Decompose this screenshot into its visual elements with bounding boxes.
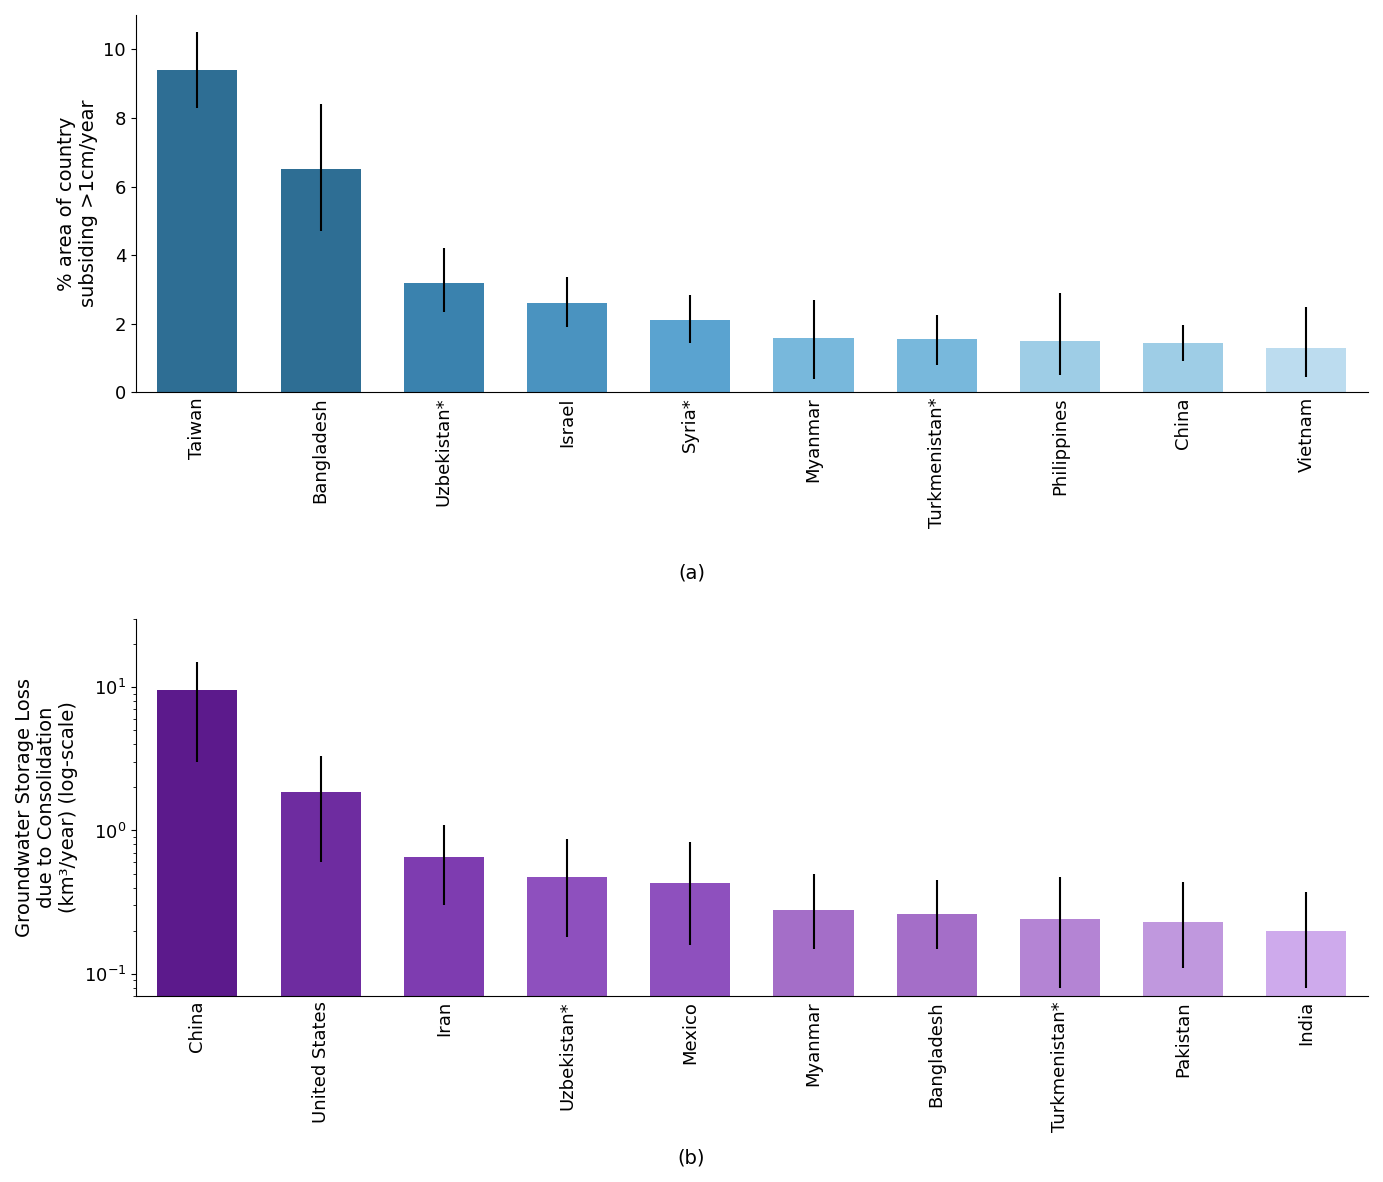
- Text: (a): (a): [678, 564, 705, 583]
- Bar: [1019, 340, 1099, 392]
- Y-axis label: % area of country
subsiding >1cm/year: % area of country subsiding >1cm/year: [57, 99, 98, 307]
- Bar: [1144, 922, 1223, 1182]
- Bar: [404, 857, 484, 1182]
- Bar: [527, 303, 607, 392]
- Bar: [1267, 930, 1347, 1182]
- Bar: [158, 70, 238, 392]
- Bar: [896, 339, 976, 392]
- Bar: [158, 690, 238, 1182]
- Bar: [896, 915, 976, 1182]
- Bar: [404, 282, 484, 392]
- Y-axis label: Groundwater Storage Loss
due to Consolidation
(km³/year) (log-scale): Groundwater Storage Loss due to Consolid…: [15, 678, 77, 937]
- Bar: [281, 169, 361, 392]
- Bar: [650, 320, 730, 392]
- Bar: [1019, 920, 1099, 1182]
- Bar: [650, 883, 730, 1182]
- Bar: [281, 792, 361, 1182]
- Text: (b): (b): [678, 1149, 705, 1168]
- Bar: [1144, 343, 1223, 392]
- Bar: [1267, 348, 1347, 392]
- Bar: [773, 910, 853, 1182]
- Bar: [773, 338, 853, 392]
- Bar: [527, 877, 607, 1182]
